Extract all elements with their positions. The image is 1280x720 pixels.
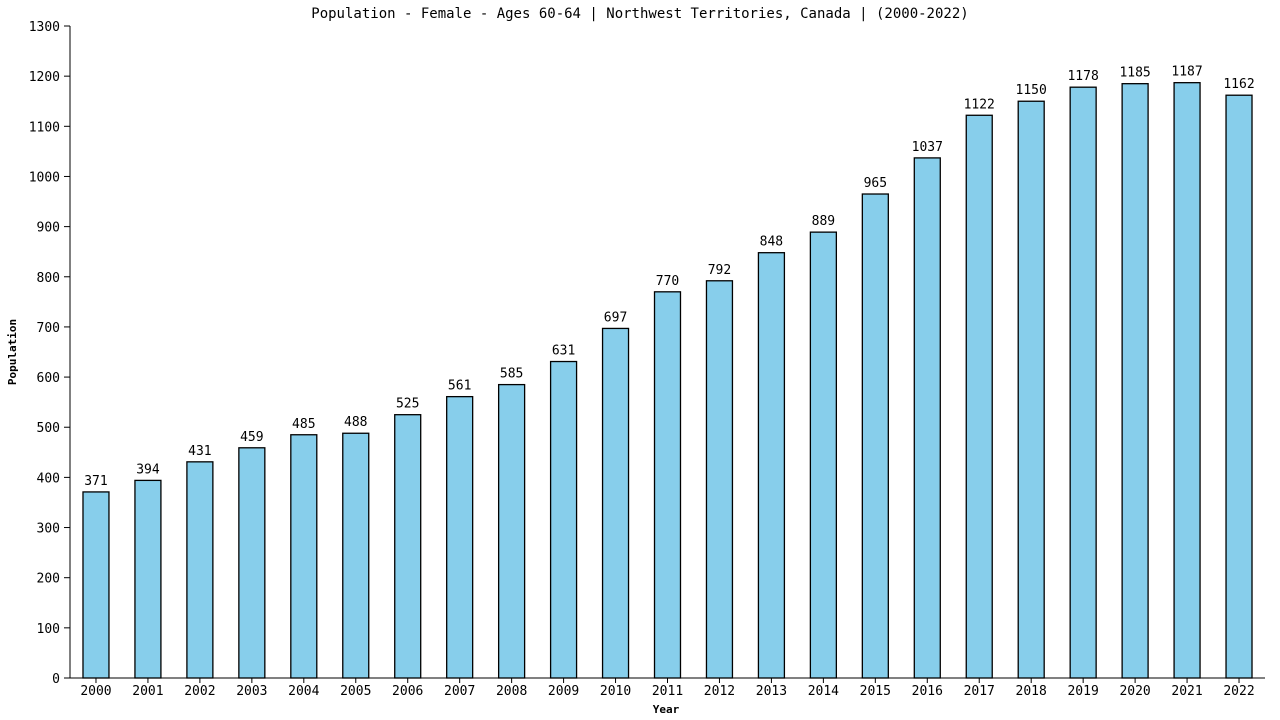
bar-2010 xyxy=(601,327,630,679)
x-tick-label-2013: 2013 xyxy=(756,684,787,699)
bar-2016 xyxy=(913,157,941,679)
x-tick-label-2006: 2006 xyxy=(392,684,423,699)
x-tick-label-2003: 2003 xyxy=(236,684,267,699)
data-label-2007: 561 xyxy=(448,379,471,394)
bar-2019 xyxy=(1069,86,1097,679)
x-tick-label-2015: 2015 xyxy=(860,684,891,699)
bar-2000 xyxy=(82,491,110,679)
bar-2005 xyxy=(342,432,370,679)
x-axis-ticks: 2000 2001 2002 2003 2004 2005 2006 2007 2008 2009… xyxy=(80,678,1255,699)
data-label-2001: 394 xyxy=(136,462,160,477)
data-labels: 371 394 431 459 485 488 525 561 585 631 697 770 792 8… xyxy=(84,65,1254,489)
bar-2018 xyxy=(1017,100,1045,679)
bar-2021 xyxy=(1173,82,1201,679)
x-tick-label-2002: 2002 xyxy=(184,684,215,699)
y-axis-ticks: 0 100 200 300 400 500 600 700 800 900 1000 1100 1200… xyxy=(29,20,70,687)
x-tick-label-2014: 2014 xyxy=(808,684,839,699)
bar-2020 xyxy=(1121,83,1149,679)
bar-2001 xyxy=(134,479,162,679)
x-tick-label-2021: 2021 xyxy=(1171,684,1202,699)
x-tick-label-2005: 2005 xyxy=(340,684,371,699)
data-label-2008: 585 xyxy=(500,367,523,382)
data-label-2015: 965 xyxy=(864,176,887,191)
x-axis-title: Year xyxy=(653,703,680,716)
data-label-2020: 1185 xyxy=(1119,66,1150,81)
bar-2011 xyxy=(653,291,682,679)
data-label-2016: 1037 xyxy=(912,140,943,155)
x-tick-label-2009: 2009 xyxy=(548,684,579,699)
bar-2014 xyxy=(809,231,838,679)
y-tick-label: 1300 xyxy=(29,20,60,35)
y-tick-label: 600 xyxy=(37,371,60,386)
y-axis-title: Population xyxy=(6,319,19,385)
x-tick-label-2012: 2012 xyxy=(704,684,735,699)
x-tick-label-2007: 2007 xyxy=(444,684,475,699)
bar-2015 xyxy=(861,193,889,679)
data-label-2018: 1150 xyxy=(1016,83,1047,98)
x-tick-label-2020: 2020 xyxy=(1119,684,1150,699)
y-tick-label: 500 xyxy=(37,421,60,436)
x-tick-label-2000: 2000 xyxy=(80,684,111,699)
data-label-2006: 525 xyxy=(396,397,419,412)
x-tick-label-2018: 2018 xyxy=(1016,684,1047,699)
bar-2004 xyxy=(290,434,318,679)
data-label-2004: 485 xyxy=(292,417,315,432)
x-tick-label-2011: 2011 xyxy=(652,684,683,699)
x-tick-label-2017: 2017 xyxy=(964,684,995,699)
data-label-2009: 631 xyxy=(552,344,575,359)
y-tick-label: 700 xyxy=(37,321,60,336)
x-tick-label-2001: 2001 xyxy=(132,684,163,699)
y-tick-label: 300 xyxy=(37,522,60,537)
data-label-2003: 459 xyxy=(240,430,263,445)
data-label-2014: 889 xyxy=(812,214,835,229)
data-label-2010: 697 xyxy=(604,310,627,325)
y-tick-label: 0 xyxy=(52,672,60,687)
data-label-2013: 848 xyxy=(760,235,783,250)
x-tick-label-2016: 2016 xyxy=(912,684,943,699)
bar-2007 xyxy=(446,395,474,679)
x-tick-label-2010: 2010 xyxy=(600,684,631,699)
y-tick-label: 400 xyxy=(37,471,60,486)
data-label-2011: 770 xyxy=(656,274,679,289)
y-tick-label: 900 xyxy=(37,221,60,236)
x-tick-label-2008: 2008 xyxy=(496,684,527,699)
data-label-2000: 371 xyxy=(84,474,107,489)
bar-2003 xyxy=(238,447,266,679)
y-tick-label: 1100 xyxy=(29,120,60,135)
x-tick-label-2019: 2019 xyxy=(1067,684,1098,699)
y-tick-label: 800 xyxy=(37,271,60,286)
data-label-2021: 1187 xyxy=(1171,65,1202,80)
bar-2013 xyxy=(757,252,786,679)
x-tick-label-2022: 2022 xyxy=(1223,684,1254,699)
y-tick-label: 1000 xyxy=(29,170,60,185)
chart-title: Population - Female - Ages 60-64 | North… xyxy=(311,6,968,22)
data-label-2017: 1122 xyxy=(964,97,995,112)
bar-2006 xyxy=(394,414,422,679)
bar-2008 xyxy=(497,383,526,679)
bar-2012 xyxy=(705,280,734,679)
data-label-2002: 431 xyxy=(188,444,211,459)
bar-2022 xyxy=(1225,94,1253,679)
data-label-2019: 1178 xyxy=(1067,69,1098,84)
bar-2017 xyxy=(965,114,993,679)
data-label-2005: 488 xyxy=(344,415,367,430)
data-label-2022: 1162 xyxy=(1223,77,1254,92)
bars xyxy=(82,82,1253,679)
y-tick-label: 200 xyxy=(37,572,60,587)
y-tick-label: 100 xyxy=(37,622,60,637)
x-tick-label-2004: 2004 xyxy=(288,684,319,699)
bar-2009 xyxy=(549,360,578,679)
bar-2002 xyxy=(186,461,214,679)
y-tick-label: 1200 xyxy=(29,70,60,85)
data-label-2012: 792 xyxy=(708,263,731,278)
